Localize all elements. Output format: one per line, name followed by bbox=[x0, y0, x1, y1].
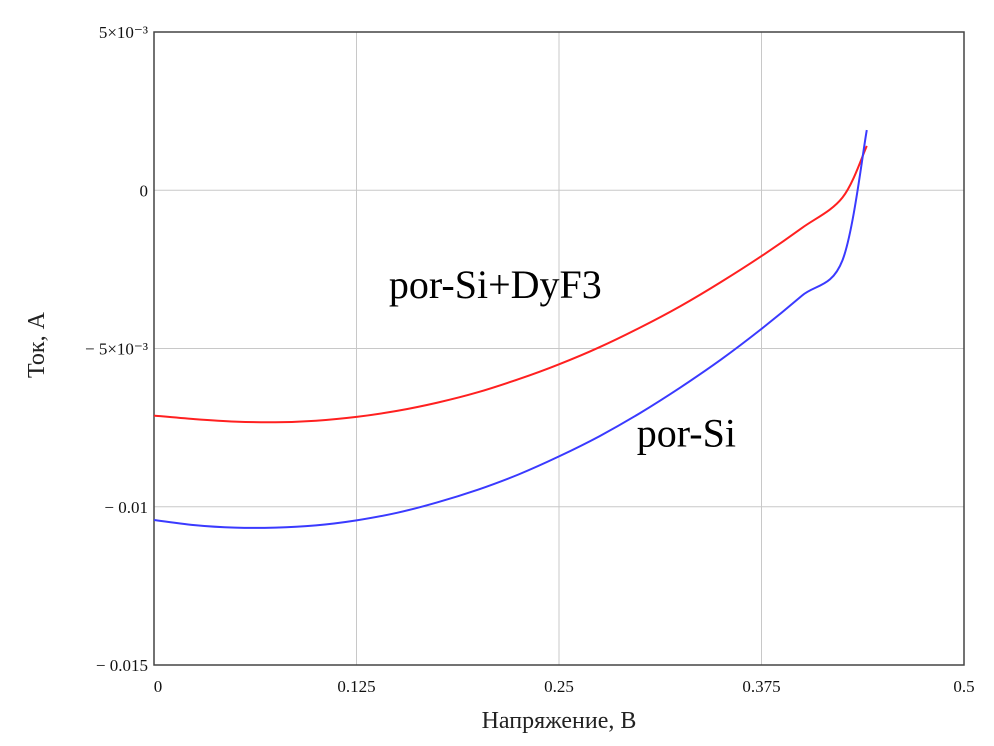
grid bbox=[154, 32, 964, 665]
x-tick-label: 0.125 bbox=[337, 677, 375, 696]
x-tick-label: 0 bbox=[154, 677, 163, 696]
x-tick-label: 0.5 bbox=[953, 677, 974, 696]
y-tick-label: − 0.01 bbox=[104, 498, 148, 517]
y-tick-label: − 5×10⁻³ bbox=[85, 340, 148, 359]
series-line-0 bbox=[153, 145, 868, 424]
y-tick-label: 5×10⁻³ bbox=[99, 23, 148, 42]
y-tick-labels: 5×10⁻³ 0 − 5×10⁻³ − 0.01 − 0.015 bbox=[85, 23, 148, 675]
series-group bbox=[153, 129, 868, 529]
y-tick-label: − 0.015 bbox=[96, 656, 148, 675]
x-tick-labels: 0 0.125 0.25 0.375 0.5 bbox=[154, 677, 975, 696]
series-annotation: por-Si bbox=[637, 411, 736, 456]
x-tick-label: 0.25 bbox=[544, 677, 574, 696]
x-tick-label: 0.375 bbox=[742, 677, 780, 696]
y-tick-label: 0 bbox=[140, 181, 149, 200]
annotations: por-Si+DyF3 por-Si bbox=[389, 262, 736, 456]
plot-frame bbox=[153, 31, 965, 666]
series-annotation: por-Si+DyF3 bbox=[389, 262, 602, 307]
series-line-1 bbox=[153, 129, 868, 529]
y-axis-title: Ток, А bbox=[24, 311, 50, 378]
x-axis-title: Напряжение, В bbox=[482, 708, 637, 734]
